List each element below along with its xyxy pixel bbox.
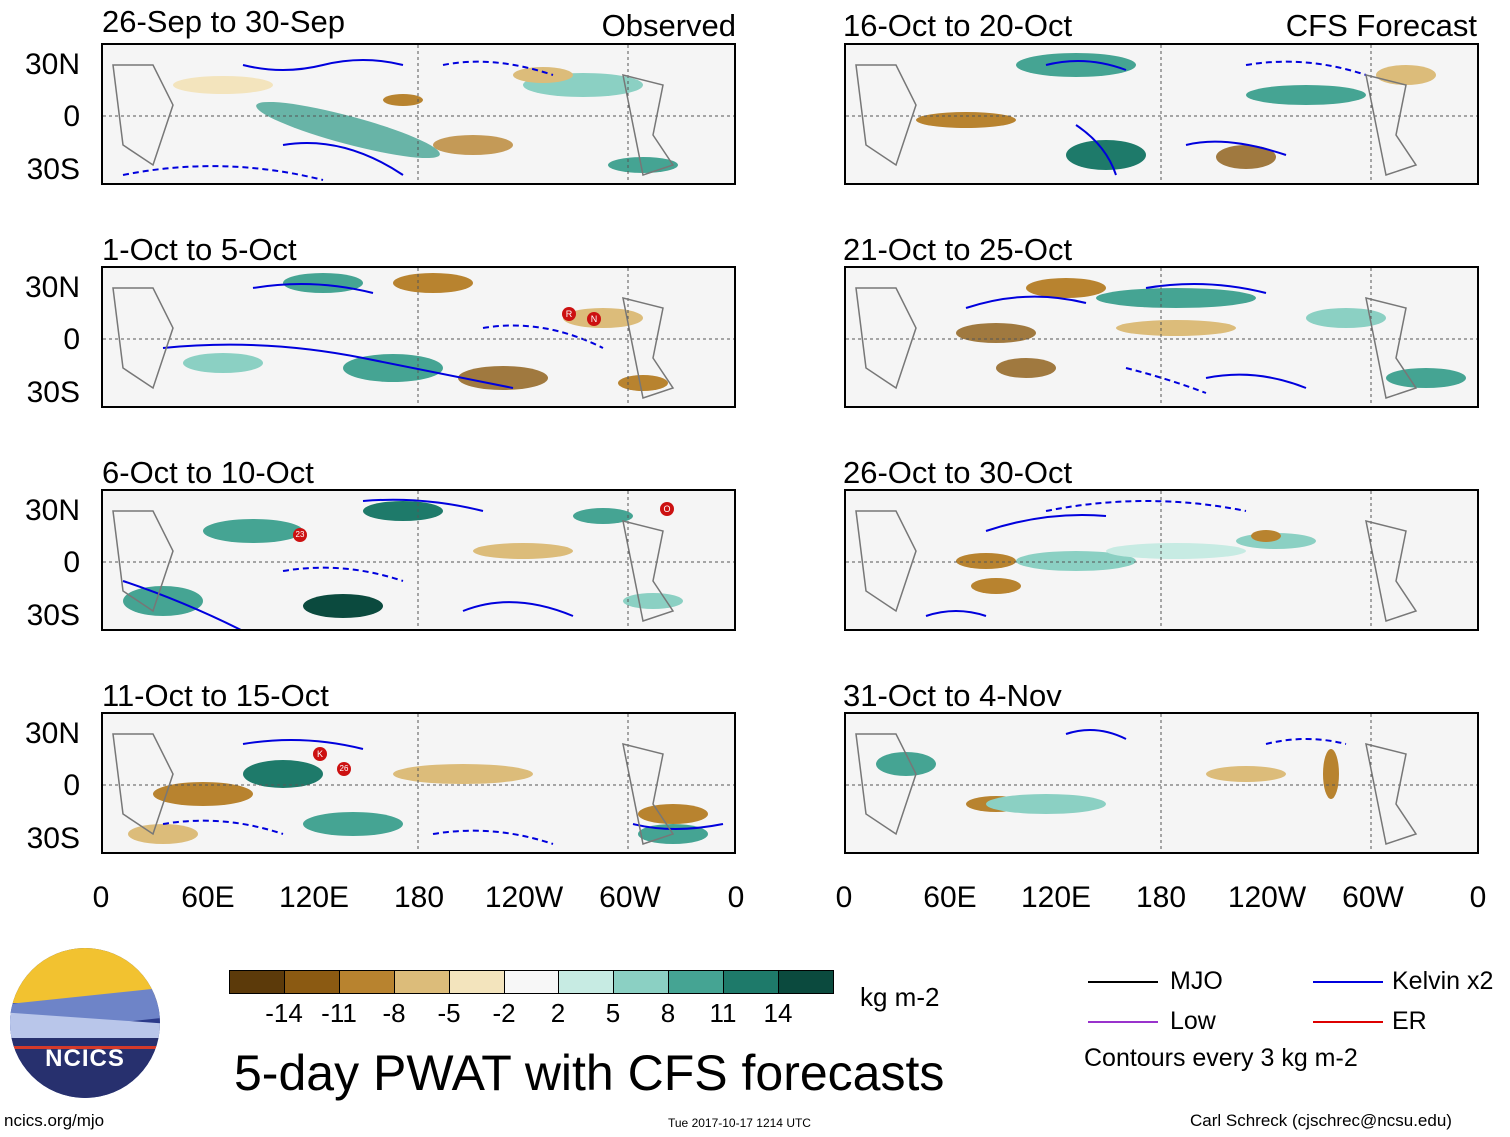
colorbar-swatch [724,971,780,993]
panel-title-obs-1: 26-Sep to 30-Sep [102,4,346,39]
colorbar-tick: -14 [265,998,303,1028]
colorbar-tick: 8 [660,998,676,1028]
map-panel-fcst-3 [844,489,1479,631]
observed-column-title: Observed [601,8,736,43]
lat-label-30s: 30S [26,153,80,186]
lon-label: 120E [278,881,350,914]
cfs-forecast-column-title: CFS Forecast [1285,8,1477,43]
pwat-field [846,491,1477,629]
map-panel-fcst-2 [844,266,1479,408]
lon-label: 0 [92,881,110,914]
lat-label-30n: 30N [24,717,80,750]
legend-mjo-label: MJO [1170,967,1223,995]
pwat-field [846,268,1477,406]
legend-kelvin-line [1313,981,1383,983]
lon-label: 120E [1020,881,1092,914]
colorbar-swatch [230,971,285,993]
pwat-field [103,714,734,852]
lon-label: 0 [835,881,853,914]
lat-label-eq: 0 [63,769,80,802]
colorbar-tick: -8 [382,998,406,1028]
lon-label: 0 [1469,881,1487,914]
colorbar-tick: -11 [321,998,357,1028]
footer-url[interactable]: ncics.org/mjo [4,1111,105,1130]
colorbar-swatch [614,971,670,993]
panel-title-fcst-4: 31-Oct to 4-Nov [843,678,1062,713]
figure-title: 5-day PWAT with CFS forecasts [234,1045,945,1101]
lat-label-30n: 30N [24,271,80,304]
pwat-field [103,268,734,406]
colorbar-units: kg m-2 [860,982,940,1012]
map-panel-obs-3: 23 O [101,489,736,631]
legend-mjo-line [1088,981,1158,983]
pwat-field [103,491,734,629]
legend-low-label: Low [1170,1007,1216,1035]
lon-label: 60W [1342,881,1404,914]
colorbar-tick: 2 [550,998,566,1028]
colorbar [229,970,834,994]
logo-text: NCICS [45,1045,125,1072]
lon-label: 120W [1227,881,1307,914]
panel-title-obs-3: 6-Oct to 10-Oct [102,455,314,490]
colorbar-swatch [669,971,725,993]
colorbar-swatch [339,971,395,993]
pwat-field [846,714,1477,852]
map-panel-obs-1 [101,43,736,185]
colorbar-tick: 14 [763,998,793,1028]
lon-label: 180 [1135,881,1187,914]
lon-label: 60W [599,881,661,914]
lon-label: 120W [484,881,564,914]
colorbar-swatch [504,971,560,993]
legend-kelvin-label: Kelvin x2 [1392,967,1494,995]
colorbar-swatch [394,971,450,993]
storm-marker: R [562,307,576,321]
colorbar-swatch [284,971,340,993]
lat-label-eq: 0 [63,100,80,133]
colorbar-swatch [779,971,833,993]
storm-marker: K [313,747,327,761]
legend-er-label: ER [1392,1007,1427,1035]
pwat-field [846,45,1477,183]
lat-label-30n: 30N [24,48,80,81]
lat-label-eq: 0 [63,323,80,356]
colorbar-swatch [449,971,505,993]
storm-marker: N [587,312,601,326]
legend-contours-note: Contours every 3 kg m-2 [1084,1044,1358,1072]
storm-marker: 26 [337,762,351,776]
panel-title-fcst-3: 26-Oct to 30-Oct [843,455,1073,490]
lat-label-30n: 30N [24,494,80,527]
footer-author: Carl Schreck (cjschrec@ncsu.edu) [1190,1111,1452,1130]
lat-label-30s: 30S [26,376,80,409]
footer-timestamp: Tue 2017-10-17 1214 UTC [668,1116,811,1130]
map-panel-obs-2: R N [101,266,736,408]
panel-title-obs-2: 1-Oct to 5-Oct [102,232,297,267]
map-panel-obs-4: K 26 [101,712,736,854]
lat-label-eq: 0 [63,546,80,579]
panel-title-fcst-1: 16-Oct to 20-Oct [843,8,1073,43]
colorbar-tick: -2 [492,998,516,1028]
lat-label-30s: 30S [26,822,80,855]
lon-label: 60E [181,881,235,914]
storm-marker: 23 [293,528,307,542]
legend-low-line [1088,1021,1158,1023]
colorbar-swatch [559,971,615,993]
storm-marker: O [660,502,674,516]
lat-label-30s: 30S [26,599,80,632]
colorbar-tick: -5 [437,998,461,1028]
map-panel-fcst-4 [844,712,1479,854]
ncics-logo: NCICS [10,948,160,1098]
lon-label: 0 [727,881,745,914]
lon-label: 60E [923,881,977,914]
colorbar-tick: 5 [605,998,621,1028]
pwat-field [103,45,734,183]
map-panel-fcst-1 [844,43,1479,185]
lon-label: 180 [393,881,445,914]
panel-title-fcst-2: 21-Oct to 25-Oct [843,232,1073,267]
panel-title-obs-4: 11-Oct to 15-Oct [102,678,329,713]
legend-er-line [1313,1021,1383,1023]
colorbar-tick: 11 [709,998,737,1028]
